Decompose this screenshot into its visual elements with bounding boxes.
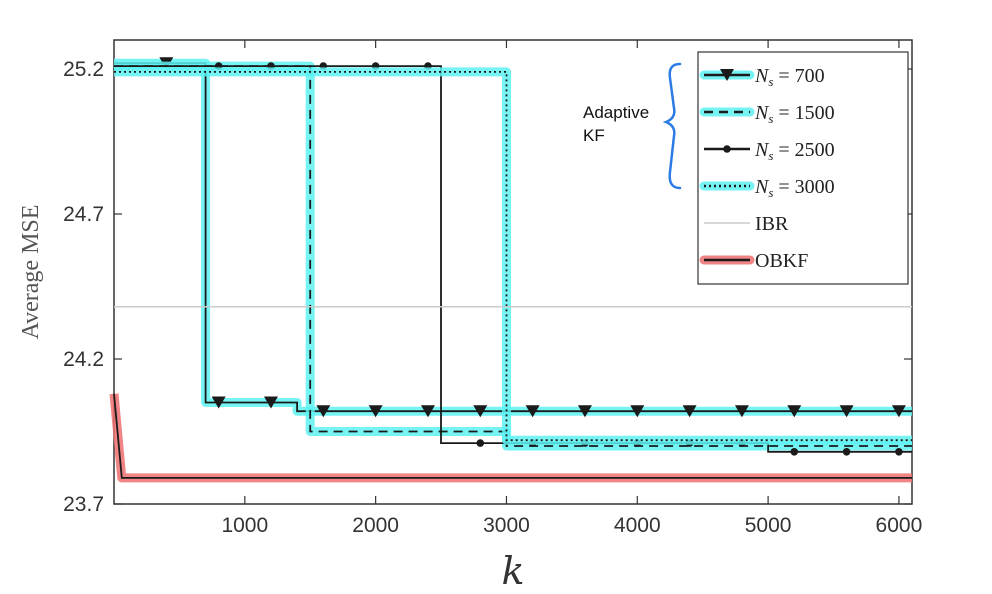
series-n-s-2500-marker [790, 448, 799, 456]
legend-item-n-s-1500-label-main: N [754, 102, 770, 124]
legend-item-n-s-700-label: Ns = 700 [754, 65, 825, 89]
y-tick-label: 24.2 [63, 348, 104, 371]
brace-icon [662, 62, 682, 190]
series-n-s-700-marker [839, 405, 854, 418]
series-n-s-700-marker [787, 405, 802, 418]
x-tick-label: 3000 [483, 514, 530, 537]
legend-item-n-s-2500-label-main: N [754, 139, 770, 161]
x-tick-label: 6000 [876, 514, 923, 537]
series-n-s-700-marker [473, 405, 488, 418]
annotation-line1: Adaptive [583, 103, 649, 122]
legend-item-n-s-3000-label-rest: = 3000 [773, 176, 834, 198]
legend-item-n-s-700: Ns = 700 [699, 65, 825, 89]
series-n-s-700-marker [891, 405, 906, 418]
legend-item-n-s-1500-label-rest: = 1500 [773, 102, 834, 124]
y-axis: 23.7 24.2 24.7 25.2 [63, 58, 912, 516]
series-n-s-2500-marker [476, 439, 485, 447]
legend-item-n-s-700-marker [720, 69, 734, 81]
x-tick-label: 4000 [614, 514, 661, 537]
series-n-s-3000-line [114, 71, 912, 442]
legend-item-n-s-1500-label-sub: s [768, 111, 773, 126]
series-n-s-700-marker [682, 405, 697, 418]
series-n-s-700-marker [368, 405, 383, 418]
legend-item-obkf: OBKF [699, 250, 808, 272]
y-tick-label: 25.2 [63, 58, 104, 81]
legend-item-n-s-1500: Ns = 1500 [699, 102, 835, 126]
legend-item-n-s-700-label-main: N [754, 65, 770, 87]
series-n-s-700-marker [420, 405, 435, 418]
x-axis: 1000 2000 3000 4000 5000 6000 [221, 40, 922, 537]
series-n-s-2500-marker [895, 448, 903, 456]
series-n-s-700-marker [630, 405, 645, 418]
legend-item-n-s-2500-marker [723, 145, 731, 153]
y-tick-label: 24.7 [63, 203, 104, 226]
legend-item-n-s-2500: Ns = 2500 [704, 139, 835, 163]
series-n-s-3000 [114, 67, 912, 445]
series-n-s-2500-marker [842, 448, 851, 456]
series-n-s-700-marker [316, 405, 331, 418]
y-axis-label: Average MSE [18, 205, 44, 340]
annotation-line2: KF [583, 126, 605, 145]
y-tick-label: 23.7 [63, 493, 104, 516]
series-obkf [109, 393, 912, 483]
legend-item-ibr-label-main: IBR [755, 213, 789, 235]
legend-item-n-s-2500-label-sub: s [768, 148, 773, 163]
x-axis-label: k [501, 549, 524, 593]
legend-item-n-s-3000-label: Ns = 3000 [754, 176, 835, 200]
legend-item-n-s-2500-label: Ns = 2500 [754, 139, 835, 163]
x-tick-label: 5000 [745, 514, 792, 537]
legend-item-obkf-label: OBKF [755, 250, 808, 272]
legend-item-n-s-3000: Ns = 3000 [699, 176, 835, 200]
series-n-s-700-marker [211, 396, 226, 409]
series-obkf-line [113, 393, 912, 479]
x-tick-label: 1000 [221, 514, 268, 537]
series-layer [109, 57, 912, 483]
x-tick-label: 2000 [352, 514, 399, 537]
series-n-s-700-marker [734, 405, 749, 418]
legend-item-n-s-1500-label: Ns = 1500 [754, 102, 835, 126]
legend-item-ibr: IBR [704, 213, 789, 235]
legend-box [697, 51, 909, 285]
series-n-s-700-marker [525, 405, 540, 418]
series-n-s-700-marker [577, 405, 592, 418]
legend-item-ibr-label: IBR [755, 213, 789, 235]
legend-item-n-s-3000-label-main: N [754, 176, 770, 198]
legend-item-n-s-3000-label-sub: s [768, 185, 773, 200]
series-n-s-700-marker [263, 396, 278, 409]
legend-item-n-s-700-label-rest: = 700 [773, 65, 824, 87]
legend-item-n-s-2500-label-rest: = 2500 [773, 139, 834, 161]
legend-item-n-s-700-label-sub: s [768, 74, 773, 89]
legend-item-obkf-label-main: OBKF [755, 250, 808, 272]
